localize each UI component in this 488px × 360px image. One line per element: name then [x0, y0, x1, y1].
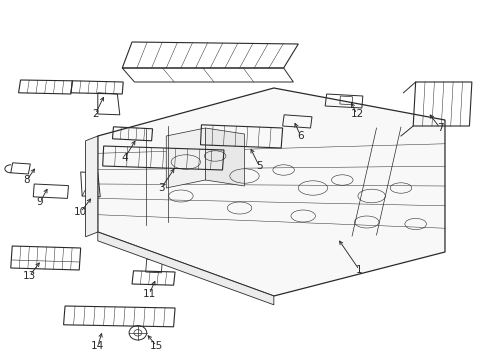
- Text: 14: 14: [91, 341, 104, 351]
- Text: 11: 11: [142, 289, 156, 299]
- Polygon shape: [205, 128, 244, 186]
- Text: 4: 4: [121, 153, 128, 163]
- Polygon shape: [85, 136, 98, 237]
- Polygon shape: [98, 88, 444, 296]
- Text: 15: 15: [149, 341, 163, 351]
- Text: 3: 3: [158, 183, 164, 193]
- Polygon shape: [98, 232, 273, 305]
- Text: 8: 8: [23, 175, 30, 185]
- Text: 13: 13: [22, 271, 36, 281]
- Text: 6: 6: [297, 131, 304, 141]
- Text: 12: 12: [349, 109, 363, 119]
- Text: 2: 2: [92, 109, 99, 119]
- Text: 1: 1: [355, 265, 362, 275]
- Text: 5: 5: [255, 161, 262, 171]
- Polygon shape: [166, 128, 205, 188]
- Text: 7: 7: [436, 123, 443, 133]
- Text: 10: 10: [74, 207, 87, 217]
- Text: 9: 9: [37, 197, 43, 207]
